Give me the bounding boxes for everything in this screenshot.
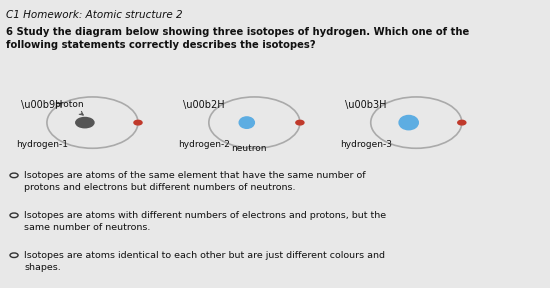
Text: 6 Study the diagram below showing three isotopes of hydrogen. Which one of the
f: 6 Study the diagram below showing three …	[7, 27, 470, 50]
Text: neutron: neutron	[232, 144, 267, 153]
Text: Isotopes are atoms identical to each other but are just different colours and
sh: Isotopes are atoms identical to each oth…	[24, 251, 385, 272]
Circle shape	[76, 118, 94, 128]
Text: hydrogen-1: hydrogen-1	[16, 140, 68, 149]
Text: Isotopes are atoms with different numbers of electrons and protons, but the
same: Isotopes are atoms with different number…	[24, 211, 386, 232]
Text: \u00b3H: \u00b3H	[345, 100, 387, 110]
Circle shape	[134, 120, 142, 125]
Text: \u00b2H: \u00b2H	[183, 100, 224, 110]
Text: Isotopes are atoms of the same element that have the same number of
protons and : Isotopes are atoms of the same element t…	[24, 171, 366, 192]
Circle shape	[296, 120, 304, 125]
Ellipse shape	[399, 115, 419, 130]
Text: \u00b9H: \u00b9H	[21, 100, 63, 110]
Text: proton: proton	[54, 100, 84, 115]
Text: hydrogen-2: hydrogen-2	[178, 140, 230, 149]
Text: hydrogen-3: hydrogen-3	[340, 140, 392, 149]
Text: C1 Homework: Atomic structure 2: C1 Homework: Atomic structure 2	[7, 10, 183, 20]
Circle shape	[458, 120, 466, 125]
Ellipse shape	[239, 117, 254, 128]
